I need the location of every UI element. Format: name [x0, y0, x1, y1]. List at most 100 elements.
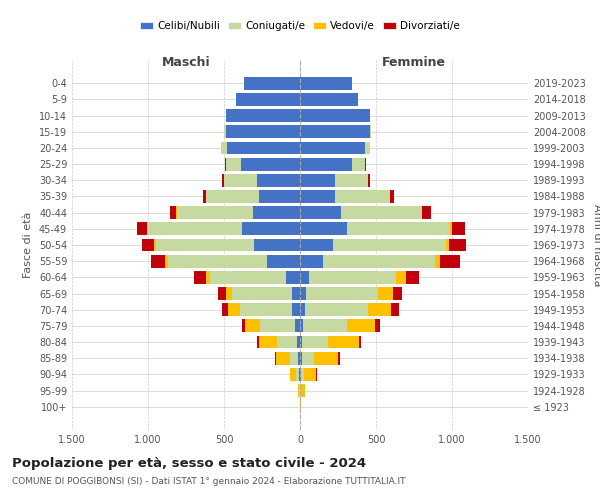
Bar — [335, 190, 389, 203]
Bar — [452, 222, 466, 235]
Bar — [170, 206, 176, 219]
Bar — [300, 174, 335, 187]
Bar — [375, 320, 380, 332]
Bar — [290, 368, 296, 381]
Bar — [259, 336, 277, 348]
Bar — [166, 254, 168, 268]
Bar — [300, 126, 370, 138]
Bar — [300, 400, 301, 413]
Bar — [194, 271, 206, 284]
Bar — [226, 109, 300, 122]
Bar — [240, 303, 292, 316]
Bar — [368, 303, 391, 316]
Bar — [446, 238, 449, 252]
Bar — [303, 320, 347, 332]
Bar — [244, 77, 300, 90]
Bar — [275, 352, 290, 364]
Bar — [206, 190, 259, 203]
Bar — [300, 222, 347, 235]
Bar — [257, 336, 259, 348]
Bar — [227, 142, 300, 154]
Bar — [221, 142, 227, 154]
Bar — [168, 254, 266, 268]
Bar — [224, 174, 257, 187]
Bar — [406, 271, 419, 284]
Bar — [435, 254, 440, 268]
Bar — [300, 303, 305, 316]
Bar — [206, 271, 211, 284]
Bar — [277, 336, 297, 348]
Bar — [232, 287, 292, 300]
Bar — [218, 287, 226, 300]
Text: Maschi: Maschi — [161, 56, 211, 68]
Bar — [338, 352, 340, 364]
Bar — [292, 303, 300, 316]
Bar — [298, 384, 299, 397]
Bar — [347, 222, 451, 235]
Bar — [368, 174, 370, 187]
Bar — [328, 336, 359, 348]
Bar — [300, 271, 309, 284]
Bar — [236, 93, 300, 106]
Bar — [300, 254, 323, 268]
Bar — [142, 238, 154, 252]
Bar — [296, 368, 299, 381]
Bar — [302, 336, 328, 348]
Bar — [391, 303, 399, 316]
Bar — [300, 320, 303, 332]
Bar — [242, 222, 300, 235]
Bar — [300, 238, 334, 252]
Y-axis label: Fasce di età: Fasce di età — [23, 212, 33, 278]
Bar — [226, 126, 300, 138]
Text: Femmine: Femmine — [382, 56, 446, 68]
Bar — [393, 287, 402, 300]
Bar — [211, 271, 286, 284]
Bar — [370, 126, 371, 138]
Bar — [300, 142, 365, 154]
Bar — [396, 271, 406, 284]
Bar — [306, 287, 377, 300]
Bar — [314, 352, 338, 364]
Bar — [300, 93, 358, 106]
Bar — [300, 368, 301, 381]
Bar — [309, 271, 396, 284]
Bar — [223, 303, 228, 316]
Bar — [177, 206, 253, 219]
Bar — [225, 158, 226, 170]
Bar — [228, 303, 240, 316]
Bar — [298, 352, 300, 364]
Bar — [155, 238, 254, 252]
Bar — [300, 109, 370, 122]
Bar — [257, 174, 300, 187]
Bar — [299, 368, 300, 381]
Bar — [290, 352, 298, 364]
Bar — [292, 287, 300, 300]
Bar — [305, 303, 368, 316]
Bar — [422, 206, 431, 219]
Bar — [147, 222, 148, 235]
Bar — [154, 238, 155, 252]
Bar — [300, 77, 352, 90]
Bar — [253, 206, 300, 219]
Bar — [224, 126, 226, 138]
Bar — [245, 320, 260, 332]
Bar — [300, 336, 302, 348]
Bar — [347, 320, 375, 332]
Bar — [259, 190, 300, 203]
Bar — [335, 174, 368, 187]
Bar — [203, 190, 206, 203]
Bar — [359, 336, 361, 348]
Bar — [323, 254, 435, 268]
Bar — [304, 368, 316, 381]
Bar — [266, 254, 300, 268]
Bar — [334, 238, 446, 252]
Bar — [316, 368, 317, 381]
Text: COMUNE DI POGGIBONSI (SI) - Dati ISTAT 1° gennaio 2024 - Elaborazione TUTTITALIA: COMUNE DI POGGIBONSI (SI) - Dati ISTAT 1… — [12, 478, 406, 486]
Text: Popolazione per età, sesso e stato civile - 2024: Popolazione per età, sesso e stato civil… — [12, 458, 366, 470]
Bar — [302, 352, 314, 364]
Bar — [241, 158, 300, 170]
Bar — [295, 320, 300, 332]
Bar — [390, 190, 394, 203]
Bar — [137, 222, 147, 235]
Bar — [300, 352, 302, 364]
